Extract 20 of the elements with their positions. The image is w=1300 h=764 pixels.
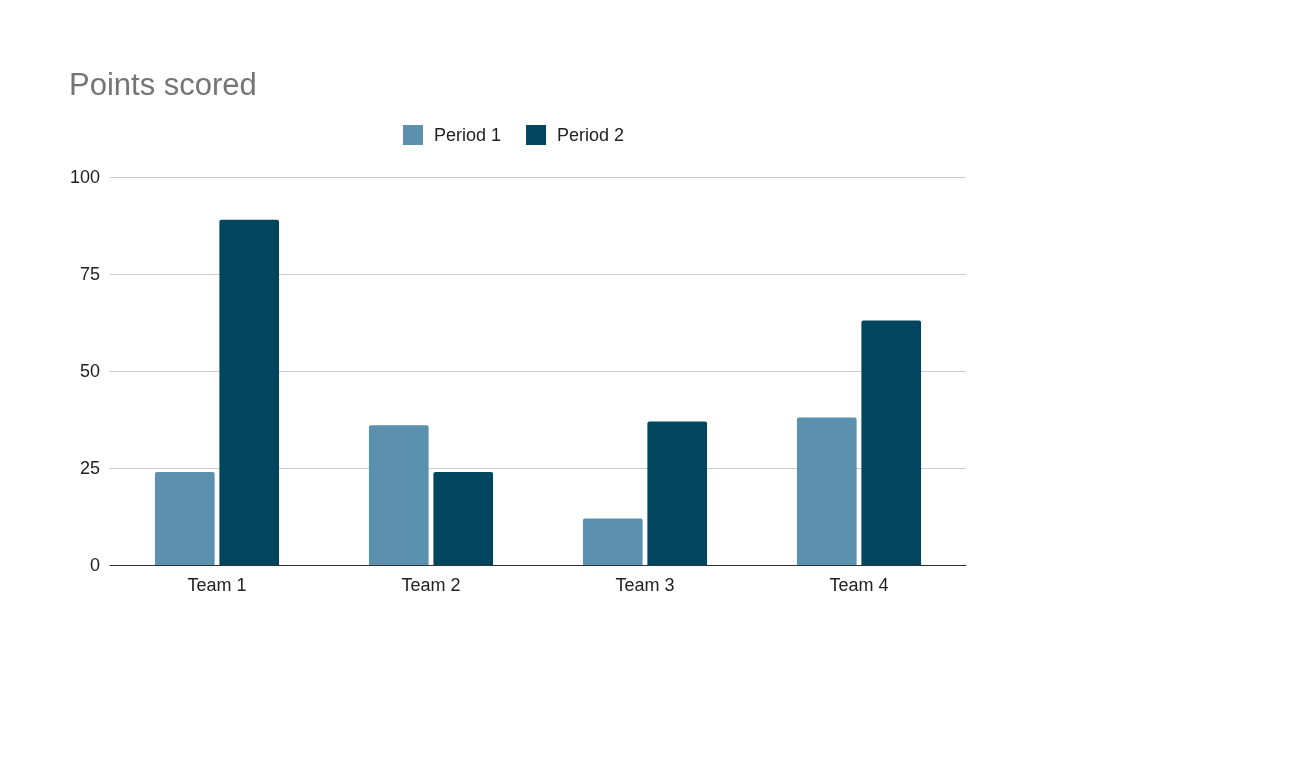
x-tick-label: Team 2 bbox=[401, 575, 461, 595]
bar bbox=[647, 421, 708, 565]
x-tick-label: Team 1 bbox=[187, 575, 247, 595]
x-tick-label: Team 4 bbox=[829, 575, 889, 595]
bar bbox=[154, 471, 215, 565]
chart-title: Points scored bbox=[69, 67, 257, 102]
bar bbox=[368, 425, 429, 565]
bar bbox=[861, 320, 922, 565]
bar bbox=[433, 471, 494, 565]
y-tick-label: 25 bbox=[79, 458, 100, 478]
bar bbox=[219, 219, 280, 565]
y-tick-label: 0 bbox=[89, 555, 100, 575]
y-tick-label: 50 bbox=[79, 361, 100, 381]
bar bbox=[796, 417, 857, 565]
y-tick-label: 100 bbox=[69, 167, 100, 187]
bar bbox=[582, 518, 643, 565]
x-tick-label: Team 3 bbox=[615, 575, 675, 595]
legend-label: Period 2 bbox=[557, 125, 625, 145]
y-tick-label: 75 bbox=[79, 264, 100, 284]
legend-label: Period 1 bbox=[434, 125, 502, 145]
